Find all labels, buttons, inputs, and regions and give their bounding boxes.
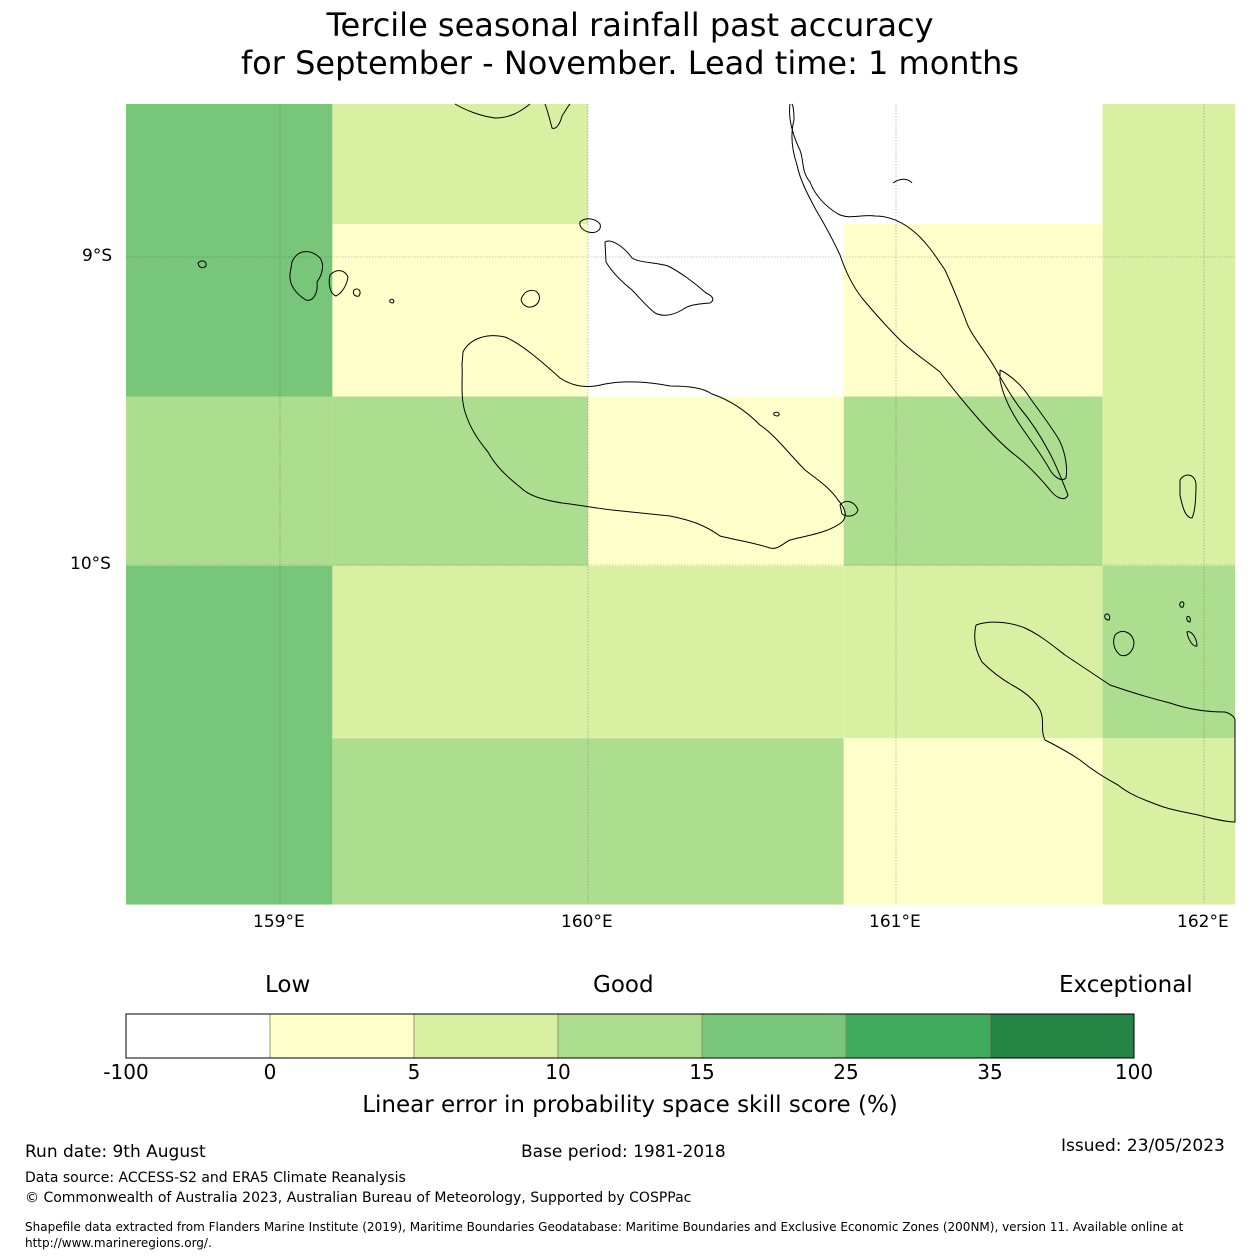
grid-cell [126, 565, 333, 905]
lat-tick-10s: 10°S [70, 554, 111, 574]
lon-tick-161e: 161°E [869, 912, 921, 932]
map-title-line-1: Tercile seasonal rainfall past accuracy [326, 6, 934, 44]
colorbar [125, 1013, 1135, 1059]
map-title-line-2: for September - November. Lead time: 1 m… [240, 44, 1020, 82]
grid-cell [126, 396, 333, 566]
shapefile-credit-line-2: http://www.marineregions.org/. [25, 1236, 212, 1250]
colorbar-tick: 100 [1114, 1060, 1154, 1084]
lat-tick-9s: 9°S [82, 246, 113, 266]
grid-cell [843, 565, 1103, 739]
grid-cell [332, 738, 589, 905]
grid-cell [126, 104, 333, 397]
colorbar-tick: 15 [689, 1060, 715, 1084]
grid-cell [843, 738, 1103, 905]
grid-cell [843, 104, 1103, 225]
colorbar-frame [125, 1013, 1135, 1059]
coast-florida-islands [604, 240, 714, 316]
coast-islet-9 [389, 298, 395, 304]
run-date: Run date: 9th August [25, 1142, 206, 1162]
grid-cell [1102, 565, 1235, 739]
colorbar-segment [269, 1013, 415, 1059]
coast-isabel-east [544, 103, 571, 129]
coastlines [197, 103, 1236, 823]
colorbar-tick: 5 [407, 1060, 421, 1084]
colorbar-axis-label: Linear error in probability space skill … [362, 1092, 898, 1118]
grid-cell [332, 396, 589, 566]
issued-date: Issued: 23/05/2023 [1061, 1136, 1225, 1156]
colorbar-segment [413, 1013, 559, 1059]
lon-tick-159e: 159°E [253, 912, 305, 932]
grid-cell [843, 224, 1103, 397]
coast-guadalcanal [461, 335, 846, 549]
grid-cell [588, 738, 844, 905]
grid-cell [588, 565, 844, 739]
colorbar-tick: 35 [977, 1060, 1003, 1084]
colorbar-tick: 10 [545, 1060, 571, 1084]
skill-grid [126, 104, 1235, 905]
grid-cell [588, 104, 844, 397]
grid-cell [332, 104, 589, 225]
copyright: © Commonwealth of Australia 2023, Austra… [25, 1190, 692, 1206]
grid-cell [1102, 738, 1235, 905]
coast-russell-islands [289, 251, 324, 301]
graticule [126, 104, 1235, 903]
colorbar-segment [557, 1013, 703, 1059]
grid-cell [1102, 104, 1235, 566]
coast-islet-1 [197, 260, 207, 269]
coast-ulawa-island [1179, 474, 1197, 519]
coast-islet-6 [1179, 601, 1185, 608]
coast-savo [520, 289, 540, 308]
shapefile-credit-line-1: Shapefile data extracted from Flanders M… [25, 1220, 1184, 1234]
coast-nggela-north [579, 218, 601, 233]
grid-cell [332, 224, 589, 397]
base-period: Base period: 1981-2018 [521, 1142, 726, 1162]
lon-tick-162e: 162°E [1177, 912, 1229, 932]
coast-islet-10 [352, 288, 361, 297]
colorbar-label-good: Good [593, 972, 654, 998]
colorbar-tick: 25 [833, 1060, 859, 1084]
colorbar-tick: 0 [263, 1060, 277, 1084]
coast-makira [974, 621, 1236, 823]
coast-malaita [789, 103, 1069, 500]
grid-cell [332, 565, 589, 739]
coast-islet-3 [839, 500, 859, 517]
colorbar-segment [125, 1013, 271, 1059]
coast-isabel [454, 103, 531, 119]
coast-islet-4 [1104, 613, 1111, 621]
grid-cell [843, 396, 1103, 566]
data-source: Data source: ACCESS-S2 and ERA5 Climate … [25, 1170, 406, 1186]
coast-islet-2 [892, 178, 913, 184]
colorbar-label-low: Low [265, 972, 311, 998]
colorbar-segment [845, 1013, 991, 1059]
coast-ugi-island [1113, 631, 1135, 657]
coast-small-malaita [999, 369, 1067, 481]
coast-islet-7 [1186, 615, 1191, 623]
lon-tick-160e: 160°E [561, 912, 613, 932]
colorbar-tick: -100 [103, 1060, 149, 1084]
coast-islet-8 [773, 411, 780, 417]
colorbar-segment [701, 1013, 847, 1059]
colorbar-label-exceptional: Exceptional [1059, 972, 1193, 998]
colorbar-segment [989, 1013, 1135, 1059]
grid-cell [588, 396, 844, 566]
coast-islet-5 [1186, 631, 1198, 647]
coast-russell-east [328, 270, 349, 297]
